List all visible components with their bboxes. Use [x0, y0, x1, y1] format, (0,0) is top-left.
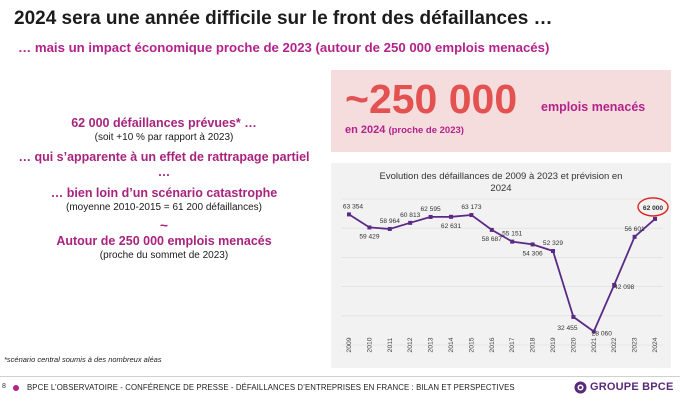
x-tick-label: 2017 [509, 337, 516, 352]
chart-title-line-1: Evolution des défaillances de 2009 à 202… [380, 171, 623, 182]
data-point [387, 226, 392, 231]
data-label: 42 098 [614, 284, 635, 291]
data-label: 58 687 [482, 236, 503, 243]
data-label: 62 000 [643, 205, 664, 212]
page-number: 8 [2, 383, 6, 390]
x-tick-label: 2018 [530, 337, 537, 352]
data-point [510, 239, 515, 244]
x-tick-label: 2020 [570, 337, 577, 352]
x-tick-label: 2021 [591, 337, 598, 352]
point-jobs: Autour de 250 000 emplois menacés [56, 234, 272, 248]
data-point [551, 248, 555, 253]
x-tick-label: 2019 [550, 337, 557, 352]
data-point [489, 227, 494, 232]
data-label: 28 060 [592, 331, 613, 338]
data-point [632, 234, 637, 239]
footer-text: BPCE L’OBSERVATOIRE - CONFÉRENCE DE PRES… [27, 383, 515, 392]
data-label: 62 595 [421, 206, 442, 213]
point-jobs-detail: (proche du sommet de 2023) [99, 250, 229, 261]
x-tick-label: 2015 [468, 337, 475, 352]
highlight-ellipse [637, 197, 669, 217]
x-tick-label: 2013 [428, 337, 435, 352]
point-forecast-detail: (soit +10 % par rapport à 2023) [94, 132, 234, 143]
data-label: 55 151 [502, 231, 523, 238]
x-tick-label: 2012 [407, 337, 414, 352]
data-label: 58 964 [380, 218, 401, 225]
chart-x-ticks: 2009 2010 2011 2012 2013 2014 2015 2016 2017 2018… [346, 337, 659, 352]
kpi-year-note: (proche de 2023) [388, 125, 464, 136]
slide-title: 2024 sera une année difficile sur le fro… [14, 8, 553, 29]
point-not-catastrophic: … bien loin d’un scénario catastrophe [50, 186, 278, 200]
data-label: 63 173 [461, 204, 482, 211]
chart-series [347, 212, 657, 334]
data-label: 59 429 [359, 233, 380, 240]
data-label: 52 329 [543, 240, 564, 247]
data-point [408, 220, 413, 225]
footer: 8 BPCE L’OBSERVATOIRE - CONFÉRENCE DE PR… [0, 376, 680, 401]
point-forecast: 62 000 défaillances prévues* … [71, 116, 257, 130]
x-tick-label: 2010 [366, 337, 373, 352]
data-point [428, 214, 433, 219]
kpi-year-line: en 2024 (proche de 2023) [345, 124, 464, 136]
x-tick-label: 2009 [346, 337, 353, 352]
data-label: 32 455 [557, 325, 578, 332]
tilde-separator: ~ [159, 217, 169, 233]
x-tick-label: 2023 [632, 337, 639, 352]
kpi-box: ~250 000 emplois menacés en 2024 (proche… [331, 70, 671, 152]
kpi-year: en 2024 [345, 124, 386, 136]
data-point [591, 329, 596, 334]
bpce-logo-icon [574, 381, 587, 394]
x-tick-label: 2016 [489, 337, 496, 352]
footnote: *scénario central soumis à des nombreux … [4, 355, 162, 364]
data-label: 56 601 [625, 226, 646, 233]
x-tick-label: 2011 [387, 337, 394, 352]
data-point [347, 212, 351, 217]
data-point [530, 242, 535, 247]
failures-line-chart: Evolution des défaillances de 2009 à 202… [341, 171, 669, 353]
x-tick-label: 2024 [652, 337, 659, 352]
data-label: 62 631 [441, 223, 462, 230]
x-tick-label: 2022 [611, 337, 618, 352]
x-tick-label: 2014 [448, 337, 455, 352]
data-point [469, 213, 474, 218]
chart-title-line-2: 2024 [490, 183, 511, 194]
data-point [571, 314, 576, 319]
series-line [348, 213, 656, 333]
point-catch-up: … qui s’apparente à un effet de rattrapa… [18, 150, 310, 179]
slide-subtitle: … mais un impact économique proche de 20… [18, 40, 550, 55]
brand-name: GROUPE BPCE [590, 381, 674, 393]
data-point [612, 282, 617, 287]
data-point [449, 214, 453, 219]
footer-dot-icon [13, 385, 19, 391]
data-label: 54 306 [523, 250, 544, 257]
failures-chart: Evolution des défaillances de 2009 à 202… [331, 163, 671, 368]
kpi-unit: emplois menacés [541, 100, 646, 114]
point-not-catastrophic-detail: (moyenne 2010-2015 = 61 200 défaillances… [66, 202, 262, 213]
data-point [653, 216, 657, 221]
kpi-value: ~250 000 [345, 76, 518, 122]
key-points: 62 000 défaillances prévues* … (soit +10… [14, 116, 314, 262]
data-point [367, 225, 372, 230]
data-label: 63 354 [343, 203, 364, 210]
data-label: 60 813 [400, 212, 421, 219]
